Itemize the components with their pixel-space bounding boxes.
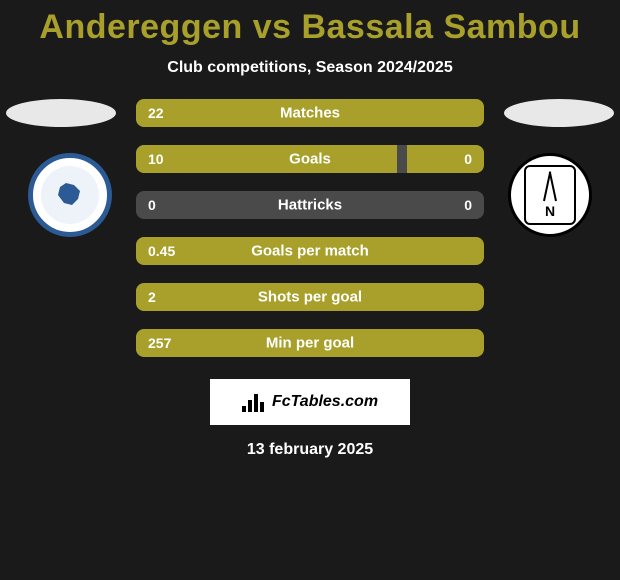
stat-label: Shots per goal bbox=[258, 289, 362, 306]
stat-value-left: 22 bbox=[148, 105, 164, 121]
stat-value-left: 0.45 bbox=[148, 243, 175, 259]
stat-row: Min per goal 257 bbox=[136, 329, 484, 357]
stat-label: Hattricks bbox=[278, 197, 342, 214]
stat-value-left: 2 bbox=[148, 289, 156, 305]
footer-brand-text: FcTables.com bbox=[272, 393, 378, 411]
oil-rig-icon bbox=[539, 171, 561, 201]
page-title: Andereggen vs Bassala Sambou bbox=[0, 8, 620, 47]
greece-map-icon bbox=[50, 175, 90, 215]
infographic-container: Andereggen vs Bassala Sambou Club compet… bbox=[0, 0, 620, 580]
stat-label: Goals bbox=[289, 151, 331, 168]
stat-value-left: 0 bbox=[148, 197, 156, 213]
club-badge-left-inner bbox=[41, 166, 99, 224]
stat-value-right: 0 bbox=[464, 151, 472, 167]
player-right-oval bbox=[504, 99, 614, 127]
page-subtitle: Club competitions, Season 2024/2025 bbox=[0, 59, 620, 77]
chart-area: N Matches 22 Goals 10 0 Hattricks 0 0 Goals per … bbox=[0, 99, 620, 357]
footer-date: 13 february 2025 bbox=[0, 441, 620, 459]
stat-row: Goals 10 0 bbox=[136, 145, 484, 173]
stat-row: Goals per match 0.45 bbox=[136, 237, 484, 265]
club-badge-right: N bbox=[508, 153, 592, 237]
player-left-oval bbox=[6, 99, 116, 127]
stat-label: Min per goal bbox=[266, 335, 354, 352]
club-badge-right-letter: N bbox=[545, 203, 555, 219]
stat-fill-gap bbox=[397, 145, 407, 173]
stat-label: Matches bbox=[280, 105, 340, 122]
club-badge-left bbox=[28, 153, 112, 237]
stat-fill-left bbox=[136, 145, 397, 173]
stat-value-right: 0 bbox=[464, 197, 472, 213]
stat-row: Shots per goal 2 bbox=[136, 283, 484, 311]
footer-brand-box: FcTables.com bbox=[210, 379, 410, 425]
stat-row: Hattricks 0 0 bbox=[136, 191, 484, 219]
bars-icon bbox=[242, 392, 266, 412]
stat-rows: Matches 22 Goals 10 0 Hattricks 0 0 Goals per ma… bbox=[136, 99, 484, 357]
stat-row: Matches 22 bbox=[136, 99, 484, 127]
club-badge-right-inner: N bbox=[524, 165, 576, 225]
stat-fill-right bbox=[407, 145, 484, 173]
stat-label: Goals per match bbox=[251, 243, 369, 260]
stat-value-left: 257 bbox=[148, 335, 171, 351]
stat-value-left: 10 bbox=[148, 151, 164, 167]
